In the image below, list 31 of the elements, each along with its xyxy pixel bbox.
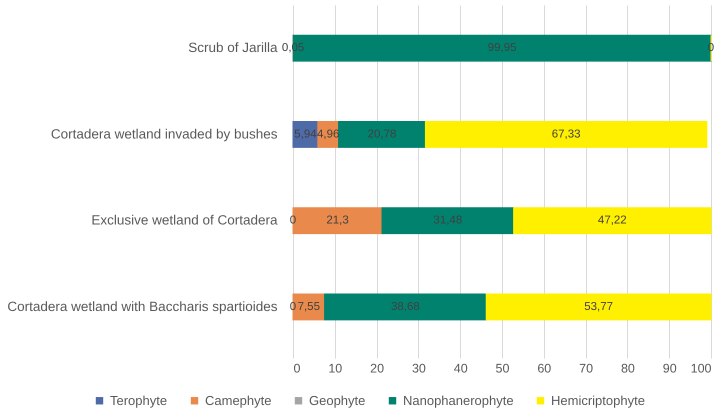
x-tick-label: 10 xyxy=(328,362,342,376)
y-tick-label: Scrub of Jarilla xyxy=(188,40,278,56)
y-tick-label: Cortadera wetland with Baccharis spartioides xyxy=(7,298,278,314)
y-tick-label: Cortadera wetland invaded by bushes xyxy=(50,126,278,142)
data-label: 53,77 xyxy=(584,300,614,313)
data-label: 67,33 xyxy=(552,128,581,140)
data-label: 38,68 xyxy=(391,300,420,313)
legend-label: Geophyte xyxy=(309,392,366,408)
legend-label: Nanophanerophyte xyxy=(403,392,514,408)
legend-label: Camephyte xyxy=(205,392,272,408)
y-tick-label: Exclusive wetland of Cortadera xyxy=(91,212,278,228)
data-label: 7,55 xyxy=(298,300,320,313)
x-tick-label: 0 xyxy=(294,362,300,376)
x-tick-label: 20 xyxy=(370,362,384,376)
x-tick-label: 100 xyxy=(690,362,712,376)
legend-label: Terophyte xyxy=(110,392,168,408)
data-label: 20,78 xyxy=(368,128,396,140)
data-label: 99,95 xyxy=(488,42,516,54)
data-label: 0 xyxy=(708,42,714,54)
x-tick-label: 60 xyxy=(537,362,552,376)
data-label: 5,94 xyxy=(294,128,318,140)
data-label: 31,48 xyxy=(433,214,462,227)
x-tick-label: 30 xyxy=(412,362,426,376)
x-tick-label: 70 xyxy=(579,362,594,376)
legend-label: Hemicriptophyte xyxy=(551,392,645,408)
x-tick-label: 40 xyxy=(454,362,468,376)
x-tick-label: 50 xyxy=(496,362,510,376)
x-tick-label: 90 xyxy=(662,362,677,376)
data-label: 21,3 xyxy=(326,214,349,227)
data-label: 47,22 xyxy=(598,214,627,227)
x-tick-label: 80 xyxy=(620,362,635,376)
